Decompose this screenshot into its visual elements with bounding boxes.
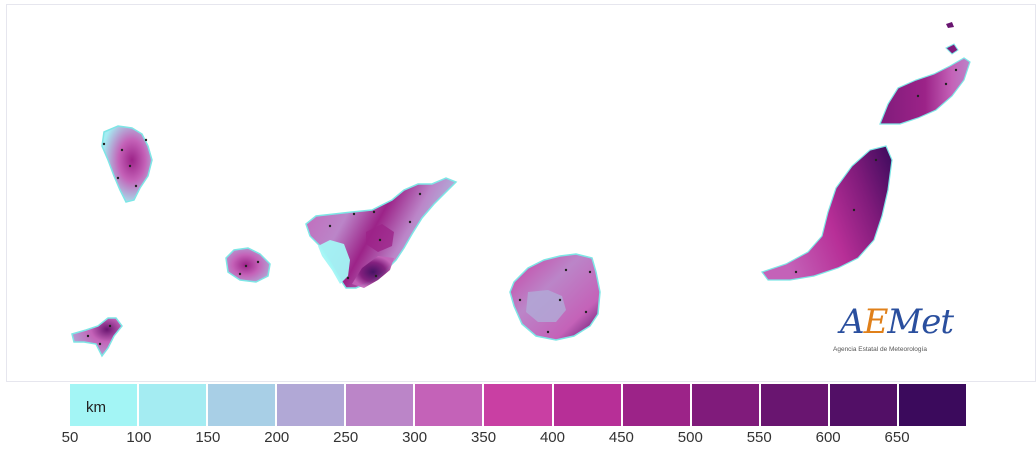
gran-canaria-center-zone [526,290,566,322]
tenerife-south-zone [352,256,394,288]
aemet-logo: AEMet Agencia Estatal de Meteorología [820,290,970,362]
aemet-logo-text: AEMet [840,302,954,342]
legend-tick-label: 150 [195,429,221,446]
station-markers [86,68,958,346]
legend-swatch [346,384,416,426]
legend-ticks: 50 100 150 200 250 300 350 400 450 500 550 600 650 [0,429,1036,449]
legend-tick-label: 600 [815,429,841,446]
legend-tick-label: 100 [126,429,152,446]
color-legend [70,384,967,426]
legend-swatch [622,384,692,426]
legend-swatch [898,384,967,426]
legend-tick-label: 350 [471,429,497,446]
legend-swatch [829,384,899,426]
legend-tick-label: 250 [333,429,359,446]
legend-swatch [208,384,278,426]
tenerife-teide-zone [366,224,394,252]
legend-swatch [277,384,347,426]
legend-tick-label: 550 [746,429,772,446]
tenerife-west-zone [318,240,350,284]
legend-swatch [70,384,140,426]
island-lanzarote [879,57,971,125]
islet-alegranza [946,22,954,28]
legend-tick-label: 650 [884,429,910,446]
legend-swatch [484,384,554,426]
canary-islands-map [71,22,971,358]
legend-tick-label: 300 [402,429,428,446]
legend-tick-label: 400 [539,429,565,446]
legend-swatch [553,384,623,426]
legend-unit-label: km [86,399,106,416]
legend-tick-label: 200 [264,429,290,446]
islet-graciosa [945,43,959,55]
legend-tick-label: 500 [677,429,703,446]
legend-swatch [139,384,209,426]
legend-tick-label: 50 [61,429,79,446]
legend-swatch [760,384,830,426]
aemet-logo-subtitle: Agencia Estatal de Meteorología [833,346,927,353]
island-la-gomera [225,247,271,283]
island-el-hierro [71,317,123,358]
legend-tick-label: 450 [608,429,634,446]
legend-swatch [691,384,761,426]
island-fuerteventura [761,145,893,281]
island-la-palma [101,125,153,203]
legend-swatch [415,384,485,426]
